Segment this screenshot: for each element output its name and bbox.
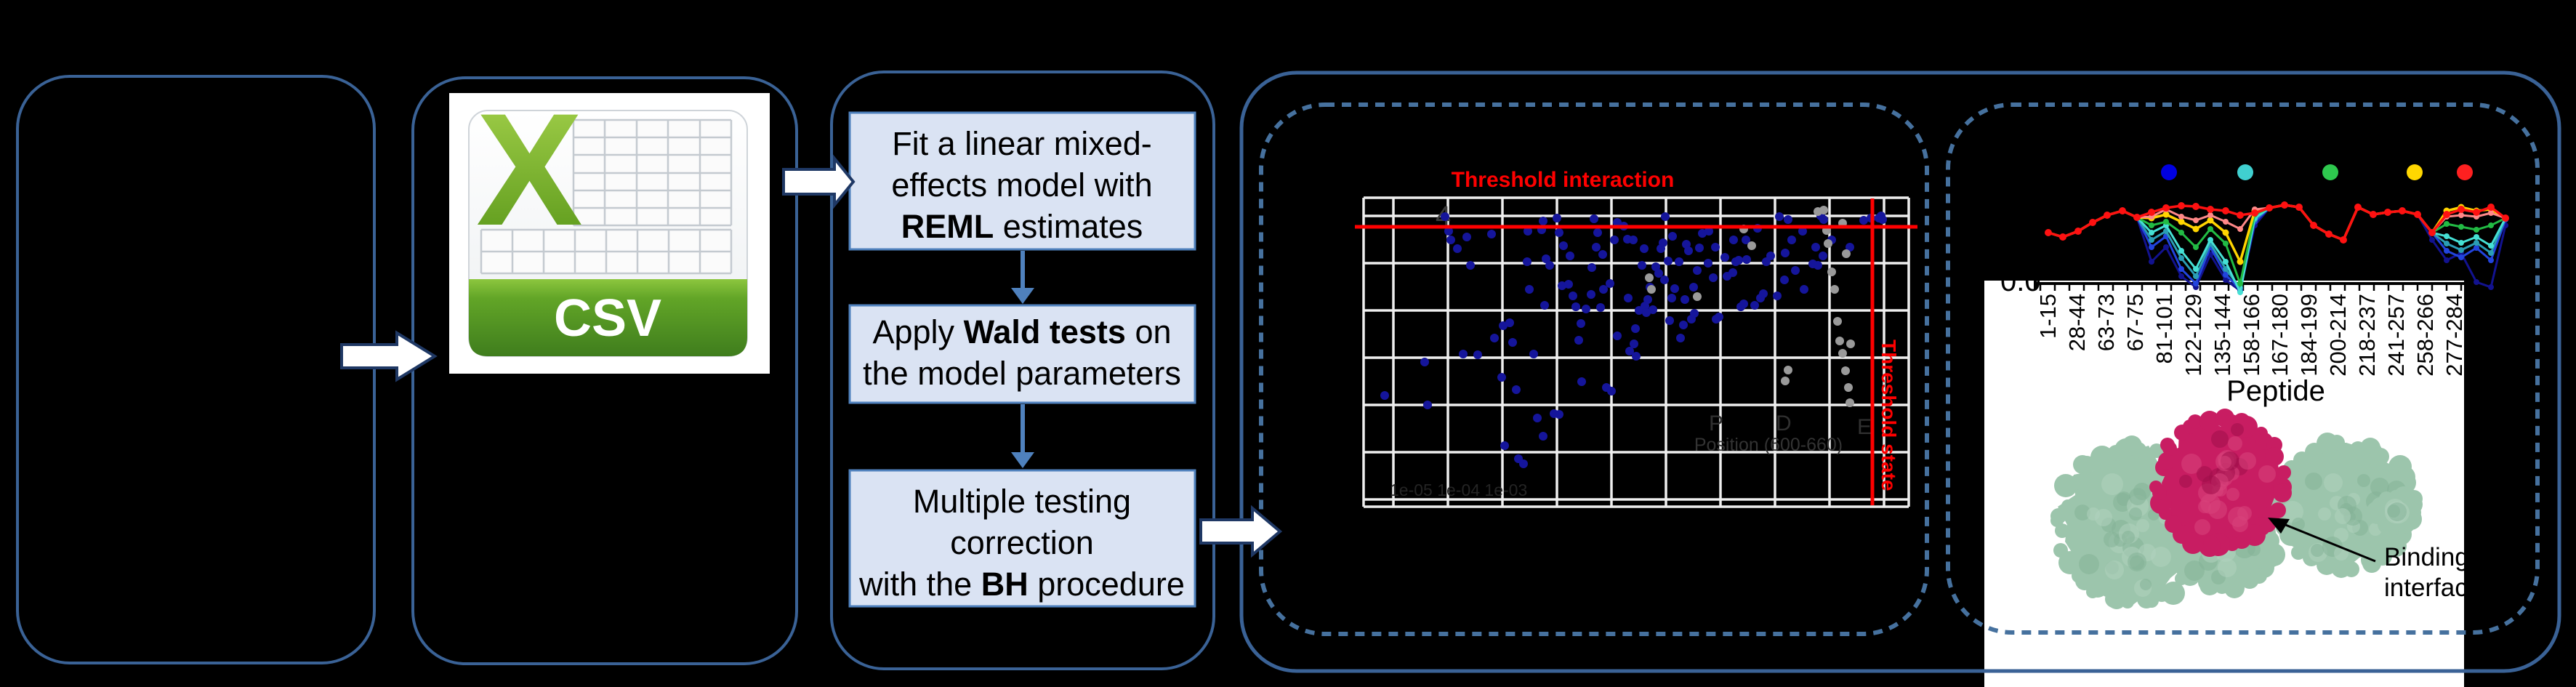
svg-text:1-15: 1-15 — [2035, 294, 2061, 339]
svg-text:81-101: 81-101 — [2152, 294, 2177, 364]
svg-text:Fit a linear mixed-: Fit a linear mixed- — [892, 125, 1152, 162]
svg-text:218-237: 218-237 — [2354, 294, 2380, 377]
svg-text:effects model with: effects model with — [891, 166, 1152, 204]
svg-text:interface: interface — [2384, 574, 2482, 602]
svg-text:67-75: 67-75 — [2122, 294, 2148, 351]
svg-text:Position (600-660): Position (600-660) — [1694, 435, 1843, 455]
svg-text:158-166: 158-166 — [2239, 294, 2264, 377]
svg-text:200-214: 200-214 — [2325, 294, 2351, 377]
svg-text:28-44: 28-44 — [2064, 294, 2090, 351]
svg-text:X: X — [476, 80, 583, 259]
svg-text:Threshold state: Threshold state — [1877, 340, 1900, 491]
svg-text:63-73: 63-73 — [2093, 294, 2119, 351]
svg-text:184-199: 184-199 — [2296, 294, 2322, 377]
svg-text:correction: correction — [950, 524, 1094, 561]
svg-text:122-129: 122-129 — [2181, 294, 2206, 377]
svg-text:CSV: CSV — [554, 289, 661, 347]
svg-text:241-257: 241-257 — [2383, 294, 2409, 377]
svg-text:258-266: 258-266 — [2412, 294, 2438, 377]
svg-text:Binding: Binding — [2384, 543, 2469, 571]
svg-text:P: P — [1709, 411, 1723, 435]
svg-text:0.0: 0.0 — [2000, 265, 2041, 297]
svg-text:167-180: 167-180 — [2267, 294, 2293, 377]
svg-text:Apply Wald tests on: Apply Wald tests on — [872, 313, 1171, 350]
svg-text:277-284: 277-284 — [2442, 294, 2467, 377]
svg-text:D: D — [1776, 411, 1792, 435]
svg-text:REML estimates: REML estimates — [901, 208, 1143, 245]
svg-text:the model parameters: the model parameters — [863, 355, 1181, 392]
svg-text:E: E — [1857, 415, 1872, 439]
svg-text:1e-05 1e-04 1e-03: 1e-05 1e-04 1e-03 — [1390, 481, 1527, 499]
svg-text:Peptide: Peptide — [2226, 375, 2325, 407]
svg-text:135-144: 135-144 — [2210, 294, 2235, 377]
svg-text:with the BH procedure: with the BH procedure — [858, 566, 1185, 603]
svg-text:Multiple testing: Multiple testing — [913, 483, 1131, 520]
svg-text:Threshold interaction: Threshold interaction — [1452, 168, 1675, 192]
